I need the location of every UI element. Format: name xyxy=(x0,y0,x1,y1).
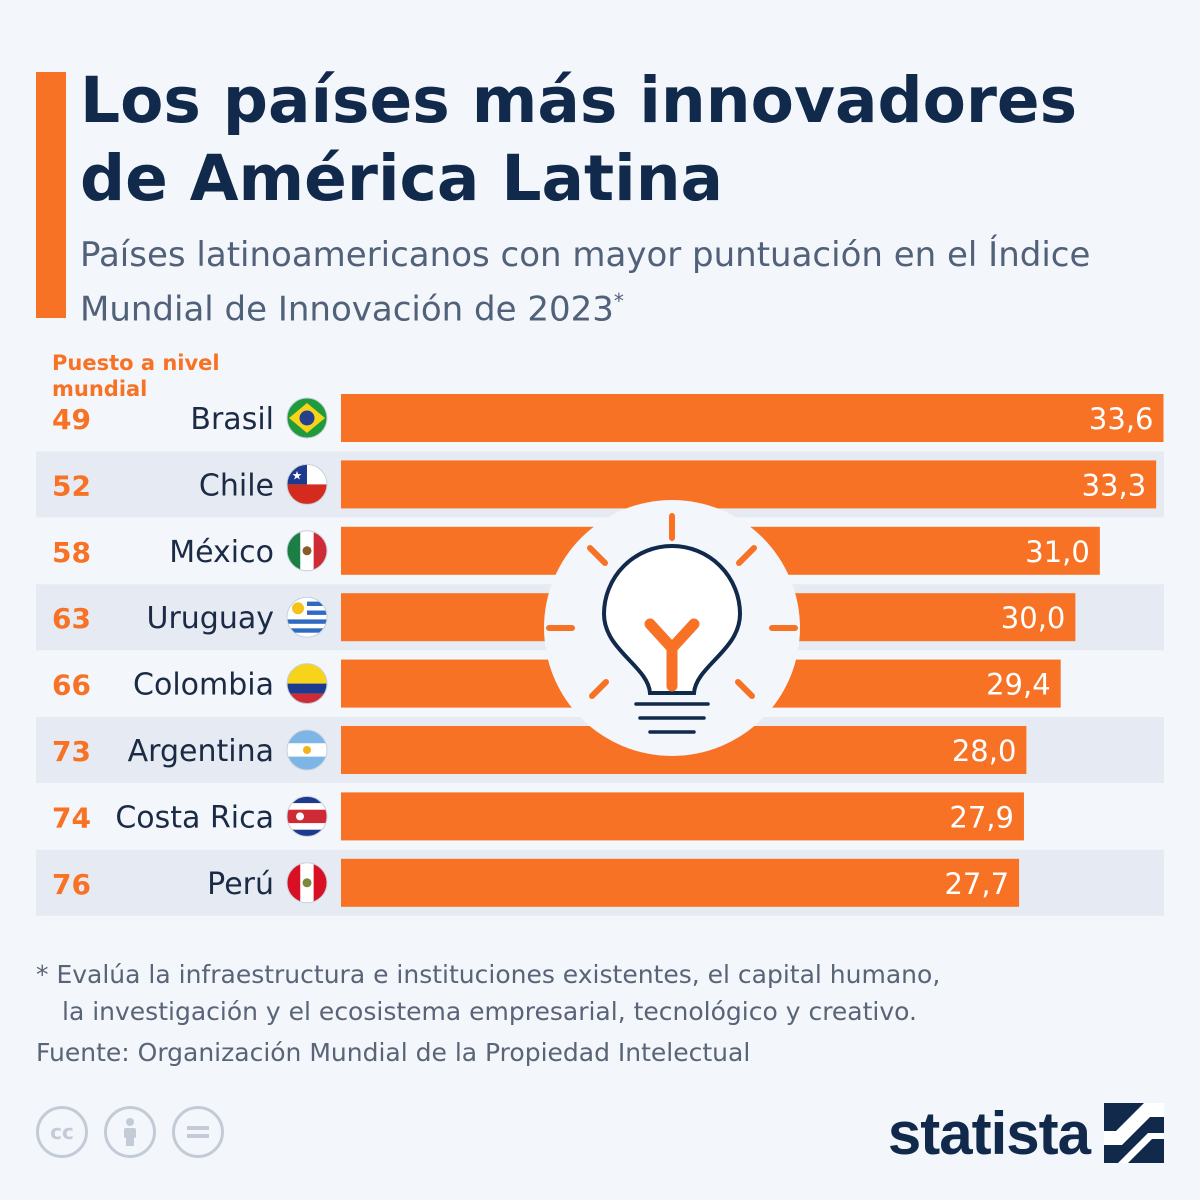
value-label: 33,6 xyxy=(1089,402,1154,436)
brand-name: statista xyxy=(887,1099,1091,1167)
subtitle-text: Países latinoamericanos con mayor puntua… xyxy=(80,235,1091,330)
chile-flag-icon: ★ xyxy=(286,463,328,505)
bar xyxy=(341,394,1164,442)
value-label: 30,0 xyxy=(1001,601,1066,635)
subtitle-footnote-mark: * xyxy=(613,289,624,313)
peru-flag-icon xyxy=(286,862,328,904)
attribution-icon[interactable] xyxy=(104,1106,156,1158)
no-derivatives-icon[interactable] xyxy=(172,1106,224,1158)
uruguay-flag-icon xyxy=(286,596,328,638)
rank-label: 66 xyxy=(52,669,91,702)
rank-label: 58 xyxy=(52,536,91,569)
category-label: Argentina xyxy=(128,734,274,769)
rank-label: 74 xyxy=(52,801,91,834)
category-label: Costa Rica xyxy=(115,800,274,835)
chart-subtitle: Países latinoamericanos con mayor puntua… xyxy=(80,232,1160,332)
value-label: 27,9 xyxy=(949,800,1014,834)
value-label: 28,0 xyxy=(952,734,1017,768)
category-label: Uruguay xyxy=(147,601,275,636)
category-label: Colombia xyxy=(133,668,274,703)
bar xyxy=(341,460,1157,509)
rank-label: 52 xyxy=(52,469,91,502)
bar-labels: 49 Brasil 33,6 52 Chile ★ 33,3 58 México 31,0 63 Ur… xyxy=(52,397,1154,904)
footnote-line: * Evalúa la infraestructura e institucio… xyxy=(36,960,941,989)
rank-label: 63 xyxy=(52,602,91,635)
value-label: 31,0 xyxy=(1025,535,1090,569)
bar xyxy=(341,858,1020,907)
cc-icon[interactable]: cc xyxy=(36,1106,88,1158)
costa-rica-flag-icon xyxy=(286,795,328,837)
bar xyxy=(341,792,1024,841)
category-label: Perú xyxy=(207,867,274,902)
rank-label: 76 xyxy=(52,868,91,901)
statista-logo[interactable]: statista xyxy=(888,1098,1164,1168)
license-icons: cc xyxy=(36,1106,224,1162)
rank-label: 49 xyxy=(52,403,91,436)
footnote-line: la investigación y el ecosistema empresa… xyxy=(62,997,917,1026)
svg-text:★: ★ xyxy=(292,468,303,482)
chart-title: Los países más innovadores de América La… xyxy=(80,64,1078,215)
source-note: Fuente: Organización Mundial de la Propi… xyxy=(36,1038,751,1067)
footnote: * Evalúa la infraestructura e institucio… xyxy=(36,956,1156,1030)
category-label: Chile xyxy=(199,468,274,503)
mexico-flag-icon xyxy=(286,530,328,572)
statista-logo-icon xyxy=(1104,1103,1164,1163)
value-label: 27,7 xyxy=(944,867,1009,901)
value-label: 33,3 xyxy=(1082,468,1147,502)
category-label: México xyxy=(169,535,274,570)
lightbulb-icon xyxy=(544,500,800,756)
brazil-flag-icon xyxy=(286,397,328,439)
argentina-flag-icon xyxy=(286,729,328,771)
rank-column-header: Puesto a nivel mundial xyxy=(52,351,220,401)
colombia-flag-icon xyxy=(286,663,328,705)
accent-bar xyxy=(36,72,66,318)
rank-label: 73 xyxy=(52,735,91,768)
value-label: 29,4 xyxy=(986,668,1051,702)
category-label: Brasil xyxy=(190,402,274,437)
